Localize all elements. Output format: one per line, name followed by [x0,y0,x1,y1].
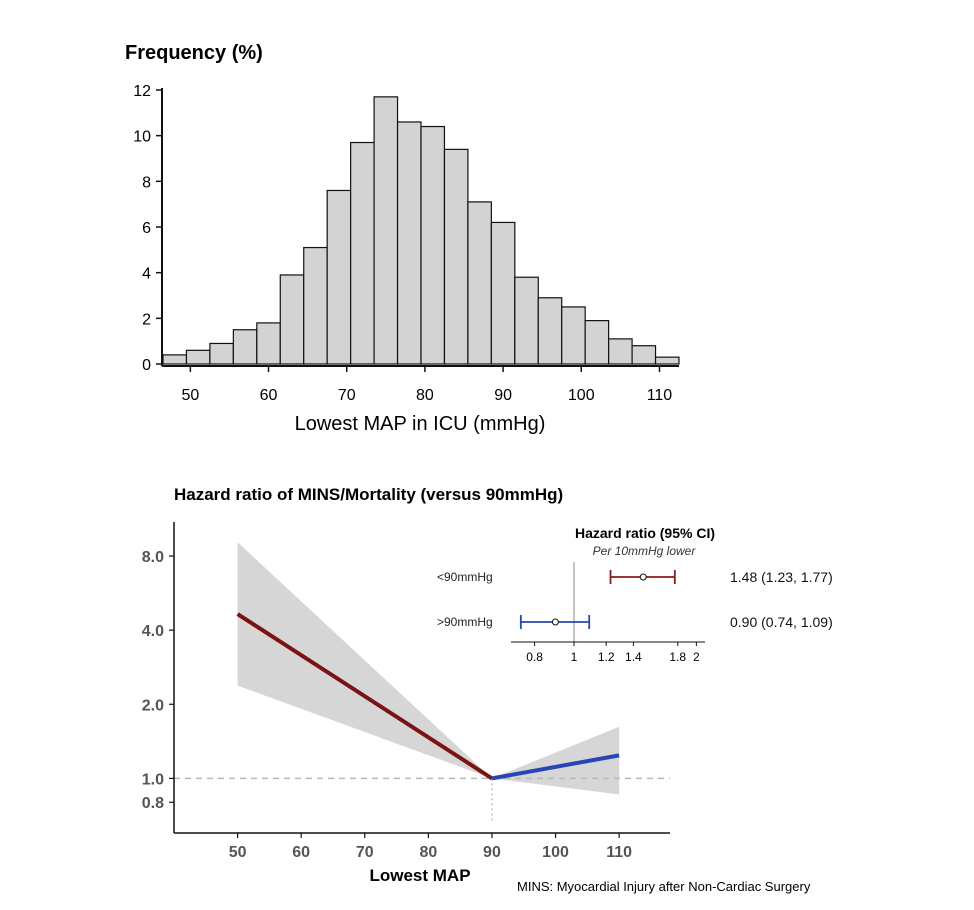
histogram-y-tick-label: 4 [142,266,151,283]
hazard-chart-title: Hazard ratio of MINS/Mortality (versus 9… [174,485,563,504]
histogram-bar [209,342,234,365]
histogram-bar [467,201,492,365]
histogram-bar [490,221,516,365]
histogram-bar [256,322,281,365]
histogram-bar [561,306,586,365]
hazard-y-tick-label: 0.8 [142,795,164,812]
histogram-y-tick-label: 12 [133,83,151,100]
histogram-x-tick-label: 70 [338,387,356,404]
histogram-bar [443,148,469,365]
histogram-y-tick-label: 0 [142,357,151,374]
forest-x-tick-label: 1 [571,650,578,664]
histogram-bar [373,96,399,365]
forest-row-label: <90mmHg [437,570,493,584]
forest-x-tick-label: 0.8 [526,650,543,664]
hazard-x-tick-label: 80 [419,844,437,861]
histogram-x-tick-label: 100 [568,387,595,404]
histogram-y-label: Frequency (%) [125,42,263,64]
histogram-bar [303,246,328,365]
forest-row-value: 1.48 (1.23, 1.77) [730,569,833,585]
hazard-x-tick-label: 90 [483,844,501,861]
histogram-bar [420,125,446,365]
histogram-bar [631,345,657,365]
hazard-y-tick-label: 4.0 [142,623,164,640]
forest-point-estimate [551,618,559,626]
forest-x-tick-label: 2 [693,650,700,664]
histogram-bar [514,276,539,365]
confidence-band [491,726,620,795]
forest-plot-inset: Hazard ratio (95% CI) Per 10mmHg lower 0… [437,525,833,664]
forest-subtitle: Per 10mmHg lower [593,544,697,558]
histogram-bar [396,121,422,365]
forest-row-label: >90mmHg [437,615,493,629]
histogram-y-tick-label: 6 [142,220,151,237]
histogram-x-tick-label: 60 [260,387,278,404]
hazard-x-tick-label: 50 [229,844,247,861]
forest-point-estimate [639,573,647,581]
hazard-series-line [491,753,620,781]
histogram-x-tick-label: 90 [494,387,512,404]
histogram-bar [185,349,211,365]
hazard-y-tick-label: 8.0 [142,549,164,566]
forest-title: Hazard ratio (95% CI) [575,525,715,541]
hazard-x-tick-label: 110 [606,844,632,861]
hazard-x-tick-label: 70 [356,844,374,861]
forest-x-tick-label: 1.8 [669,650,686,664]
hazard-x-tick-label: 100 [542,844,569,861]
histogram-bar [232,329,258,365]
histogram-x-label: Lowest MAP in ICU (mmHg) [295,413,546,435]
histogram-y-tick-label: 10 [133,129,151,146]
histogram-bar [654,356,680,365]
forest-row-value: 0.90 (0.74, 1.09) [730,614,833,630]
histogram-bar [537,297,563,365]
footnote: MINS: Myocardial Injury after Non-Cardia… [517,879,811,894]
forest-x-tick-label: 1.4 [625,650,642,664]
histogram-y-tick-label: 2 [142,311,151,328]
hazard-y-tick-label: 1.0 [142,771,164,788]
histogram-bar [584,320,610,365]
histogram-x-tick-label: 110 [647,387,673,404]
histogram-y-tick-label: 8 [142,174,151,191]
histogram-x-tick-label: 80 [416,387,434,404]
histogram-bar [279,274,305,365]
histogram-bar [326,189,352,365]
histogram-bar [350,141,375,365]
histogram-panel: Frequency (%) Lowest MAP in ICU (mmHg) 0… [125,42,680,435]
histogram-bar [162,354,188,365]
hazard-x-tick-label: 60 [292,844,310,861]
histogram-x-tick-label: 50 [181,387,199,404]
histogram-bar [608,338,633,365]
hazard-ratio-panel: Hazard ratio of MINS/Mortality (versus 9… [142,485,670,885]
hazard-y-tick-label: 2.0 [142,697,164,714]
forest-x-tick-label: 1.2 [598,650,615,664]
confidence-band [237,542,492,779]
hazard-x-label: Lowest MAP [369,866,470,885]
hazard-series-line [236,612,494,781]
